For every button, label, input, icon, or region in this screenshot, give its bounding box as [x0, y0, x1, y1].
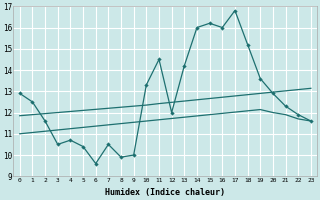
X-axis label: Humidex (Indice chaleur): Humidex (Indice chaleur) — [105, 188, 225, 197]
